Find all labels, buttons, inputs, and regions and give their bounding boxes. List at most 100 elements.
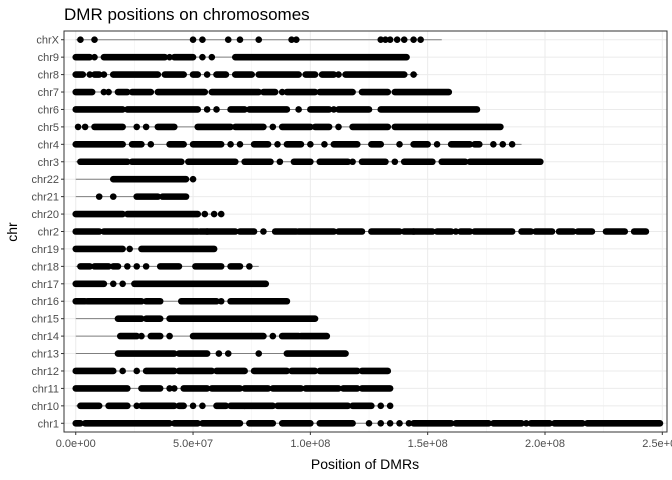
dmr-cluster-chr5 xyxy=(278,123,314,131)
dmr-cluster-chr2 xyxy=(271,228,300,235)
dmr-point-chr13 xyxy=(224,350,232,357)
y-tick-label: chr18 xyxy=(31,261,59,273)
y-tick-label: chr4 xyxy=(38,139,59,151)
dmr-point-chr10 xyxy=(377,402,385,410)
dmr-point-chr1 xyxy=(377,419,385,427)
y-tick-label: chr10 xyxy=(31,401,59,413)
dmr-cluster-chr11 xyxy=(208,385,244,392)
dmr-point-chr1 xyxy=(396,419,403,427)
dmr-point-chr12 xyxy=(119,367,126,375)
dmr-point-chr10 xyxy=(199,402,206,410)
dmr-cluster-chr16 xyxy=(142,297,164,305)
dmr-point-chrX xyxy=(255,36,263,44)
dmr-point-chrX xyxy=(417,36,424,44)
dmr-cluster-chr4 xyxy=(72,141,126,148)
dmr-cluster-chr2 xyxy=(335,228,366,235)
dmr-cluster-chr11 xyxy=(269,385,305,392)
y-tick-label: chr3 xyxy=(38,157,59,169)
dmr-cluster-chr2 xyxy=(574,228,596,235)
dmr-cluster-chr9 xyxy=(231,53,410,61)
dmr-cluster-chr1 xyxy=(72,419,84,427)
dmr-point-chr2 xyxy=(410,228,417,235)
dmr-point-chr9 xyxy=(166,53,173,61)
dmr-point-chr14 xyxy=(269,332,277,340)
dmr-point-chr20 xyxy=(201,210,209,218)
dmr-cluster-chr13 xyxy=(114,350,178,357)
dmr-point-chr5 xyxy=(335,123,342,131)
dmr-cluster-chr18 xyxy=(192,263,225,270)
dmr-point-chr18 xyxy=(133,263,141,270)
dmr-point-chrX xyxy=(77,36,84,44)
dmr-cluster-chr12 xyxy=(316,367,361,375)
y-tick-label: chr2 xyxy=(38,227,59,239)
y-tick-label: chr17 xyxy=(31,279,59,291)
dmr-cluster-chr2 xyxy=(368,228,403,235)
chart-title: DMR positions on chromosomes xyxy=(64,5,310,24)
dmr-point-chr7 xyxy=(105,88,112,96)
dmr-point-chr4 xyxy=(490,141,497,148)
dmr-cluster-chr2 xyxy=(532,228,556,235)
dmr-cluster-chr8 xyxy=(231,71,256,78)
dmr-cluster-chr9 xyxy=(170,53,197,61)
dmr-cluster-chr1 xyxy=(278,419,314,427)
dmr-cluster-chr2 xyxy=(457,228,474,235)
dmr-cluster-chr4 xyxy=(410,141,431,148)
dmr-point-chr5 xyxy=(133,123,141,131)
dmr-cluster-chr5 xyxy=(231,123,267,131)
y-tick-label: chr11 xyxy=(32,383,59,395)
dmr-point-chr20 xyxy=(217,210,225,218)
dmr-cluster-chr8 xyxy=(342,71,408,78)
dmr-cluster-chr3 xyxy=(128,158,185,166)
y-tick-label: chr14 xyxy=(31,331,59,343)
dmr-cluster-chr4 xyxy=(283,141,305,148)
dmr-point-chr9 xyxy=(199,53,206,61)
dmr-point-chr1 xyxy=(405,419,413,427)
dmr-cluster-chr10 xyxy=(77,402,103,410)
dmr-cluster-chr8 xyxy=(302,71,319,78)
dmr-point-chr6 xyxy=(203,106,211,113)
dmr-cluster-chr1 xyxy=(170,419,202,427)
y-axis-title: chr xyxy=(4,222,20,242)
dmr-cluster-chr3 xyxy=(185,158,239,166)
dmr-cluster-chr18 xyxy=(109,263,122,270)
dmr-cluster-chr4 xyxy=(471,141,483,148)
dmr-point-chr12 xyxy=(133,367,141,375)
dmr-point-chrX xyxy=(393,36,401,44)
dmr-point-chr13 xyxy=(255,350,263,357)
dmr-cluster-chr7 xyxy=(72,88,96,96)
dmr-cluster-chr19 xyxy=(72,245,126,253)
dmr-cluster-chr1 xyxy=(410,419,455,427)
dmr-cluster-chr10 xyxy=(175,402,187,410)
dmr-cluster-chr8 xyxy=(255,71,302,78)
dmr-cluster-chr2 xyxy=(295,228,338,235)
dmr-cluster-chr5 xyxy=(311,123,333,131)
dmr-cluster-chr7 xyxy=(283,88,319,96)
dmr-cluster-chr13 xyxy=(175,350,211,357)
dmr-point-chr20 xyxy=(210,210,218,218)
dmr-cluster-chr12 xyxy=(358,367,392,375)
dmr-point-chr18 xyxy=(124,263,131,270)
x-axis-title: Position of DMRs xyxy=(311,456,419,472)
dmr-cluster-chr3 xyxy=(438,158,469,166)
dmr-point-chr3 xyxy=(349,158,356,166)
dmr-cluster-chr8 xyxy=(189,71,202,78)
dmr-point-chr4 xyxy=(307,141,314,148)
dmr-cluster-chr6 xyxy=(246,106,291,113)
dmr-point-chrX xyxy=(386,36,394,44)
dmr-cluster-chr10 xyxy=(227,402,277,410)
dmr-cluster-chr14 xyxy=(189,332,267,340)
dmr-cluster-chr11 xyxy=(339,385,361,392)
dmr-point-chr8 xyxy=(100,71,108,78)
dmr-cluster-chr3 xyxy=(358,158,389,166)
dmr-cluster-chr14 xyxy=(147,332,164,340)
dmr-cluster-chr1 xyxy=(316,419,356,427)
dmr-point-chr8 xyxy=(410,71,417,78)
y-tick-label: chr1 xyxy=(38,418,59,430)
dmr-point-chrX xyxy=(236,36,244,44)
dmr-cluster-chr3 xyxy=(466,158,544,166)
y-tick-label: chr13 xyxy=(31,349,59,361)
dmr-cluster-chr2 xyxy=(400,228,436,235)
dmr-cluster-chr6 xyxy=(307,106,333,113)
dmr-cluster-chr10 xyxy=(274,402,352,410)
